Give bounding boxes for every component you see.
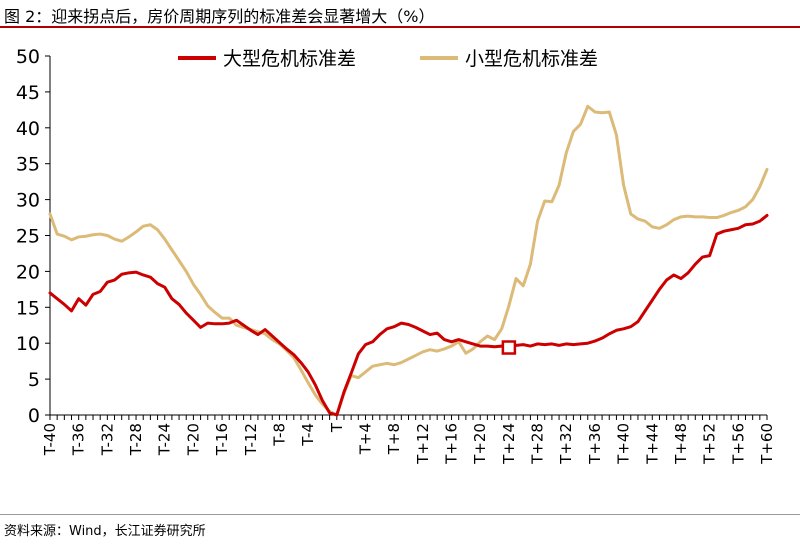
x-tick-label: T+36 xyxy=(586,423,604,465)
series-line-small-crisis xyxy=(48,104,769,417)
x-tick-label: T+4 xyxy=(356,423,374,455)
source-note: 资料来源：Wind，长江证券研究所 xyxy=(4,524,206,539)
x-tick-label: T-32 xyxy=(98,423,116,456)
x-tick-label: T+24 xyxy=(500,423,518,465)
x-tick-label: T+48 xyxy=(672,423,690,465)
x-tick-label: T+8 xyxy=(385,423,403,455)
y-tick-label: 0 xyxy=(28,405,40,427)
legend-label-large: 大型危机标准差 xyxy=(223,48,356,70)
x-tick-label: T xyxy=(328,422,346,433)
y-tick-label: 40 xyxy=(16,118,40,140)
series-line-large-crisis xyxy=(48,213,769,417)
x-tick-label: T-36 xyxy=(70,423,88,456)
x-tick-label: T-20 xyxy=(184,423,202,456)
x-tick-label: T-24 xyxy=(156,423,174,456)
legend-label-small: 小型危机标准差 xyxy=(465,48,598,70)
y-tick-label: 35 xyxy=(16,154,40,176)
y-tick-label: 50 xyxy=(16,46,40,68)
x-tick-label: T+12 xyxy=(414,423,432,465)
y-tick-label: 45 xyxy=(16,82,40,104)
marker-layer xyxy=(501,340,517,355)
x-tick-label: T-40 xyxy=(41,423,59,456)
y-tick-label: 15 xyxy=(16,297,40,319)
y-axis: 0 5 10 15 20 25 30 35 40 45 50 xyxy=(16,46,51,427)
x-tick-label: T+32 xyxy=(557,423,575,465)
figure-title: 图 2：迎来拐点后，房价周期序列的标准差会显著增大（%） xyxy=(4,7,435,26)
highlight-marker xyxy=(501,340,517,355)
x-tick-label: T+16 xyxy=(443,423,461,465)
y-tick-label: 25 xyxy=(16,226,40,248)
x-tick-label: T+20 xyxy=(471,423,489,465)
series-lines xyxy=(48,104,769,417)
x-tick-label: T+52 xyxy=(701,423,719,465)
x-tick-label: T+44 xyxy=(643,423,661,465)
x-tick-label: T+56 xyxy=(729,423,747,465)
x-tick-label: T-28 xyxy=(127,423,145,456)
legend: 大型危机标准差 小型危机标准差 xyxy=(178,48,598,70)
line-chart: 大型危机标准差 小型危机标准差 0 5 10 15 20 25 30 35 40 45 50 T-4… xyxy=(16,46,776,465)
y-tick-label: 5 xyxy=(28,369,40,391)
x-tick-label: T-8 xyxy=(270,423,288,447)
y-tick-label: 20 xyxy=(16,261,40,283)
y-tick-label: 30 xyxy=(16,190,40,212)
y-tick-label: 10 xyxy=(16,333,40,355)
footer-divider xyxy=(0,514,800,515)
x-tick-label: T-4 xyxy=(299,423,317,447)
x-tick-label: T+60 xyxy=(758,423,776,465)
x-tick-label: T+28 xyxy=(529,423,547,465)
x-tick-label: T+40 xyxy=(615,423,633,465)
x-tick-label: T-16 xyxy=(213,423,231,456)
x-tick-label: T-12 xyxy=(242,423,260,456)
figure-title-bar: 图 2：迎来拐点后，房价周期序列的标准差会显著增大（%） xyxy=(0,0,800,28)
x-axis: T-40 T-36 T-32 T-28 T-24 T-20 T-16 T-12 T-8 T-4 T T… xyxy=(41,414,776,465)
